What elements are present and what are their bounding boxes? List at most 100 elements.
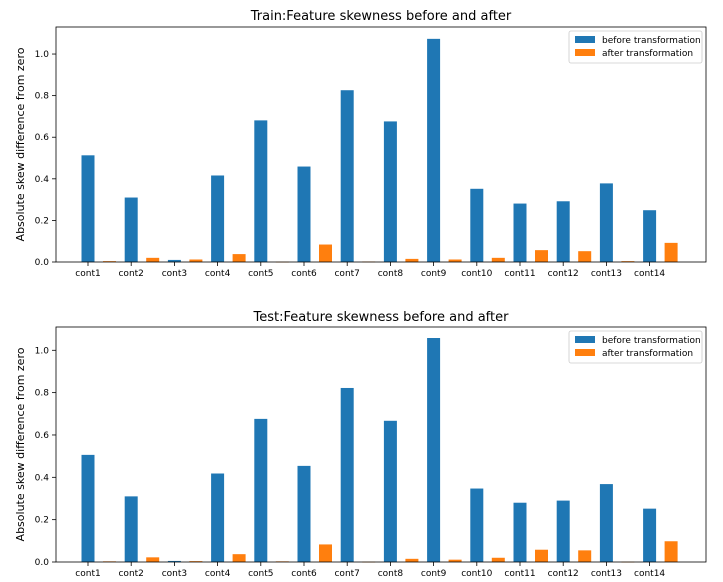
- panel2-bar-after: [535, 549, 548, 562]
- panel2-bar-after: [491, 557, 505, 562]
- panel2-bar-after: [146, 557, 160, 562]
- panel1-xtick-label: cont11: [504, 269, 535, 279]
- panel1-bar-before: [297, 166, 311, 262]
- panel1-bar-after: [448, 259, 462, 262]
- panel2-bar-before: [470, 488, 484, 562]
- panel1-xtick-label: cont12: [548, 269, 579, 279]
- panel1-bar-before: [599, 183, 613, 262]
- panel2-bar-before: [513, 502, 527, 562]
- panel2-xtick-label: cont10: [461, 569, 492, 579]
- panel1-xtick-label: cont13: [591, 269, 622, 279]
- panel2-ytick-label: 0.6: [35, 431, 50, 441]
- panel1-bar-after: [491, 257, 505, 262]
- panel2-ytick-label: 0.2: [35, 516, 49, 526]
- panel1-ytick-label: 0.6: [35, 133, 50, 143]
- panel2-bar-before: [383, 420, 397, 562]
- panel1-bar-after: [232, 254, 246, 262]
- panel2-bar-before: [254, 418, 268, 562]
- panel2-xtick-label: cont3: [162, 569, 187, 579]
- panel2-xtick-label: cont11: [504, 569, 535, 579]
- panel2-xtick-label: cont5: [248, 569, 273, 579]
- panel1-xtick-label: cont14: [634, 269, 665, 279]
- panel1-xtick-label: cont4: [205, 269, 231, 279]
- panel1-bar-after: [664, 242, 678, 262]
- panel1-bar-before: [513, 203, 527, 262]
- panel2-ytick-label: 1.0: [35, 346, 50, 356]
- panel2-xtick-label: cont9: [421, 569, 447, 579]
- panel1-ytick-label: 0.8: [35, 92, 50, 102]
- panel1-ytick-label: 0.0: [35, 258, 50, 268]
- panel2-title: Test:Feature skewness before and after: [253, 310, 510, 325]
- panel2-xtick-label: cont2: [118, 569, 143, 579]
- panel2-bar-before: [81, 454, 95, 562]
- panel2-bar-before: [167, 560, 181, 562]
- panel2-bar-before: [297, 465, 311, 562]
- panel1-bar-before: [340, 90, 354, 262]
- panel2-bar-before: [124, 496, 138, 562]
- panel1-bar-before: [427, 38, 441, 263]
- panel2-bar-after: [405, 558, 419, 562]
- panel1-bar-after: [103, 261, 116, 262]
- panel2-bar-before: [340, 387, 354, 562]
- panel2-bar-before: [643, 508, 657, 562]
- panel2-legend-swatch: [575, 349, 595, 356]
- panel1-xtick-label: cont5: [248, 269, 273, 279]
- panel2-bar-before: [211, 473, 225, 562]
- panel2-bar-after: [448, 559, 462, 562]
- panel2-axes-frame: [55, 326, 707, 563]
- panel1-bar-before: [643, 210, 657, 262]
- panel2-xtick-label: cont12: [548, 569, 579, 579]
- panel1-xtick-label: cont9: [421, 269, 447, 279]
- panel1-xtick-label: cont10: [461, 269, 492, 279]
- panel2-legend-swatch: [575, 336, 595, 343]
- panel2-legend-box: [568, 330, 703, 364]
- panel1-xtick-label: cont8: [378, 269, 404, 279]
- panel1-legend-swatch: [575, 36, 595, 43]
- panel1-bar-before: [556, 201, 570, 262]
- panel2-xtick-label: cont8: [378, 569, 404, 579]
- panel1-xtick-label: cont3: [162, 269, 187, 279]
- panel1-title: Train:Feature skewness before and after: [250, 9, 512, 24]
- panel1-bar-after: [535, 250, 548, 262]
- panel1-bar-after: [621, 261, 635, 262]
- panel1-bar-after: [319, 244, 332, 262]
- panel2-bar-before: [556, 500, 570, 562]
- panel2-bar-after: [189, 561, 203, 562]
- panel1-bar-after: [146, 257, 160, 262]
- panel2-xtick-label: cont4: [205, 569, 231, 579]
- panel2-ylabel: Absolute skew difference from zero: [14, 347, 27, 541]
- panel1-bar-before: [254, 120, 268, 263]
- panel2-bar-after: [232, 554, 246, 562]
- panel1-bar-before: [81, 155, 95, 262]
- panel2-xtick-label: cont7: [334, 569, 359, 579]
- panel1-bar-after: [578, 251, 592, 262]
- panel1-bar-before: [383, 121, 397, 263]
- panel1-ytick-label: 0.2: [35, 216, 49, 226]
- panel1-legend-swatch: [575, 49, 595, 56]
- panel2-ytick-label: 0.0: [35, 558, 50, 568]
- panel2-xtick-label: cont1: [75, 569, 100, 579]
- panel1-bar-before: [167, 259, 181, 262]
- panel2-xtick-label: cont13: [591, 569, 622, 579]
- panel1-ylabel: Absolute skew difference from zero: [14, 47, 27, 241]
- panel2-bar-after: [578, 550, 592, 562]
- panel2-legend-label: after transformation: [602, 349, 693, 359]
- panel1-ytick-label: 0.4: [35, 175, 50, 185]
- panel1-xtick-label: cont1: [75, 269, 100, 279]
- panel1-legend-label: before transformation: [602, 36, 701, 46]
- panel1-bar-before: [124, 197, 138, 262]
- panel2-ytick-label: 0.8: [35, 389, 50, 399]
- panel1-bar-before: [470, 188, 484, 262]
- panel1-xtick-label: cont7: [334, 269, 359, 279]
- panel2-bar-after: [664, 541, 678, 562]
- panel1-bar-before: [211, 175, 225, 262]
- panel1-bar-after: [189, 259, 203, 262]
- panel2-xtick-label: cont6: [291, 569, 317, 579]
- panel2-legend-label: before transformation: [602, 336, 701, 346]
- panel1-ytick-label: 1.0: [35, 50, 50, 60]
- panel2-bar-before: [599, 484, 613, 562]
- panel2-bar-after: [319, 544, 332, 562]
- panel2-xtick-label: cont14: [634, 569, 665, 579]
- panel2-bar-before: [427, 338, 441, 562]
